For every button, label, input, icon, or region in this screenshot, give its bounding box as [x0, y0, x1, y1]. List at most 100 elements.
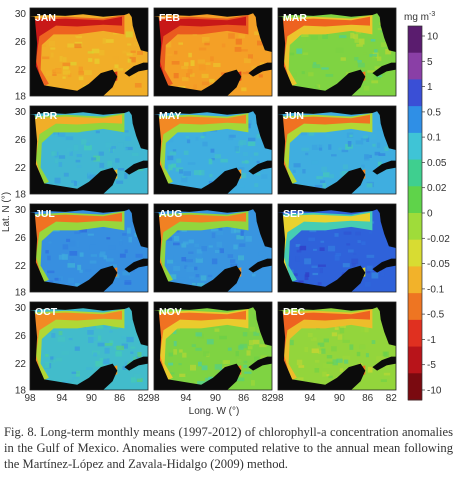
map-panel-feb: FEB: [153, 7, 273, 97]
land-florida: [255, 113, 272, 150]
x-tick-label: 86: [362, 393, 374, 404]
land-cuba: [372, 356, 396, 371]
colorbar-tick-label: 0.1: [427, 133, 441, 144]
panel-frame: [153, 301, 273, 391]
shelf-band: [30, 15, 125, 89]
colorbar-segment: [408, 79, 422, 107]
land-florida: [255, 309, 272, 346]
land-florida: [131, 211, 148, 248]
y-tick-label: 30: [15, 205, 27, 216]
month-label: FEB: [159, 12, 180, 24]
panel-frame: [277, 203, 397, 293]
colorbar-segment: [408, 26, 422, 54]
land-north-america: [30, 8, 148, 17]
map-panel-dec: DEC: [277, 301, 397, 391]
land-north-america: [154, 204, 272, 213]
land-mexico: [30, 114, 118, 194]
y-tick-label: 30: [15, 9, 27, 20]
map-panel-may: MAY: [153, 105, 273, 195]
month-label: SEP: [283, 208, 304, 220]
map-panel-mar: MAR: [277, 7, 397, 97]
land-florida: [255, 15, 272, 52]
land-north-america: [30, 204, 148, 213]
y-tick-label: 30: [15, 107, 27, 118]
x-tick-label: 86: [238, 393, 250, 404]
land-cuba: [372, 62, 396, 77]
y-tick-label: 22: [15, 359, 27, 370]
x-tick-label: 90: [86, 393, 98, 404]
land-mexico: [154, 114, 242, 194]
x-tick-label: 98: [272, 393, 284, 404]
x-axis-label: Long. W (°): [189, 406, 240, 417]
month-label: JAN: [35, 12, 56, 24]
month-label: APR: [35, 110, 58, 122]
land-florida: [131, 309, 148, 346]
x-tick-label: 98: [148, 393, 160, 404]
month-label: DEC: [283, 306, 306, 318]
y-tick-label: 26: [15, 37, 27, 48]
month-label: NOV: [159, 306, 182, 318]
y-tick-label: 30: [15, 303, 27, 314]
colorbar-unit-exponent: -3: [429, 11, 435, 18]
colorbar-tick-label: 0.05: [427, 158, 447, 169]
panel-frame: [277, 301, 397, 391]
land-north-america: [30, 106, 148, 115]
colorbar-tick-label: 10: [427, 32, 439, 43]
month-label: OCT: [35, 306, 58, 318]
x-tick-label: 90: [334, 393, 346, 404]
land-mexico: [278, 310, 366, 390]
land-cuba: [124, 160, 148, 175]
x-tick-label: 82: [138, 393, 150, 404]
panel-frame: [29, 203, 149, 293]
y-tick-label: 18: [15, 288, 27, 299]
x-tick-label: 98: [24, 393, 36, 404]
colorbar-tick-label: 0.5: [427, 107, 441, 118]
y-tick-label: 18: [15, 190, 27, 201]
land-mexico: [154, 310, 242, 390]
colorbar-tick-label: -0.05: [427, 259, 450, 270]
x-tick-label: 94: [180, 393, 192, 404]
colorbar-segment: [408, 106, 422, 134]
panel-frame: [153, 203, 273, 293]
shelf-band: [154, 113, 249, 187]
colorbar-segment: [408, 159, 422, 187]
colorbar-segment: [408, 186, 422, 214]
land-mexico: [30, 310, 118, 390]
land-north-america: [154, 302, 272, 311]
y-tick-label: 26: [15, 135, 27, 146]
shelf-band: [278, 15, 373, 89]
colorbar-segment: [408, 346, 422, 374]
colorbar-segment: [408, 373, 422, 401]
x-tick-label: 94: [56, 393, 68, 404]
shelf-band: [278, 211, 373, 285]
y-axis-label: Lat. N (°): [1, 192, 12, 232]
land-cuba: [372, 258, 396, 273]
month-label: JUL: [35, 208, 55, 220]
map-panel-oct: OCT: [29, 301, 149, 391]
colorbar-segment: [408, 213, 422, 241]
land-florida: [131, 15, 148, 52]
y-tick-label: 18: [15, 92, 27, 103]
land-cuba: [124, 62, 148, 77]
land-mexico: [154, 16, 242, 96]
colorbar-tick-label: -0.1: [427, 284, 445, 295]
y-tick-label: 22: [15, 163, 27, 174]
shelf-band: [30, 113, 125, 187]
panel-frame: [277, 105, 397, 195]
land-florida: [131, 113, 148, 150]
land-north-america: [278, 302, 396, 311]
colorbar-tick-label: -0.02: [427, 234, 450, 245]
figure-caption: Fig. 8. Long-term monthly means (1997-20…: [4, 425, 453, 471]
shelf-band: [154, 309, 249, 383]
colorbar-tick-label: -10: [427, 386, 442, 397]
colorbar-tick-label: 0.02: [427, 183, 447, 194]
shelf-band: [30, 309, 125, 383]
month-label: JUN: [283, 110, 304, 122]
land-mexico: [30, 16, 118, 96]
panel-frame: [277, 7, 397, 97]
panel-frame: [153, 7, 273, 97]
land-north-america: [278, 8, 396, 17]
colorbar-unit: mg m-3: [404, 11, 435, 23]
y-tick-label: 22: [15, 65, 27, 76]
colorbar-segment: [408, 266, 422, 294]
